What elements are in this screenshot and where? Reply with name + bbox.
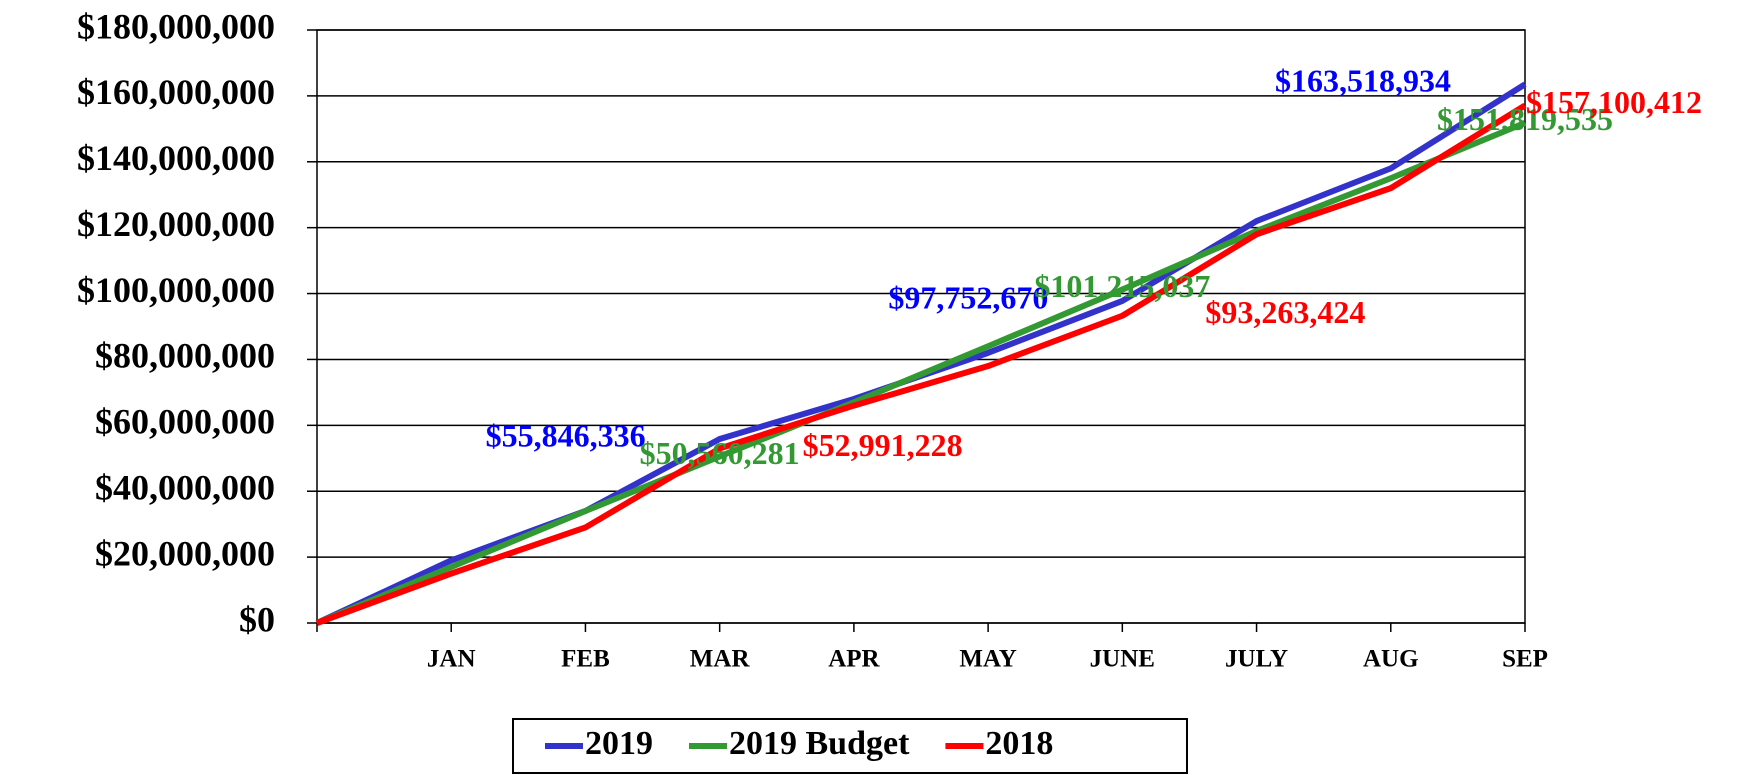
x-tick-label: FEB [561,646,610,673]
x-tick-label: APR [828,646,880,673]
y-tick-label: $0 [239,599,275,639]
data-label: $93,263,424 [1205,294,1365,330]
data-label: $163,518,934 [1275,63,1451,99]
y-tick-label: $20,000,000 [95,533,275,573]
y-tick-label: $80,000,000 [95,336,275,376]
y-tick-label: $100,000,000 [77,270,275,310]
x-tick-label: AUG [1363,646,1419,673]
x-tick-label: JUNE [1090,646,1155,673]
x-tick-label: MAR [690,646,751,673]
series-line [315,120,1527,626]
legend-box [512,718,1188,774]
series-line [315,102,1527,626]
data-label: $157,100,412 [1526,84,1702,120]
data-label: $50,560,281 [640,435,800,471]
y-tick-label: $120,000,000 [77,204,275,244]
x-tick-label: SEP [1502,646,1548,673]
data-label: $101,215,037 [1034,268,1210,304]
y-tick-label: $160,000,000 [77,72,275,112]
plot-area [317,30,1525,623]
legend-label: 2019 Budget [729,725,910,762]
y-tick-label: $60,000,000 [95,402,275,442]
y-tick-label: $180,000,000 [77,6,275,46]
plot-border [316,29,1526,624]
y-tick-label: $140,000,000 [77,138,275,178]
x-tick-label: JAN [427,646,476,673]
y-tick-label: $40,000,000 [95,467,275,507]
legend-label: 2019 [585,725,653,762]
x-tick-label: MAY [959,646,1016,673]
data-label: $55,846,336 [486,417,646,453]
data-label: $151,819,535 [1437,101,1613,137]
legend-label: 2018 [985,725,1053,762]
x-tick-label: JULY [1225,646,1288,673]
data-label: $97,752,670 [888,279,1048,315]
data-label: $52,991,228 [803,427,963,463]
